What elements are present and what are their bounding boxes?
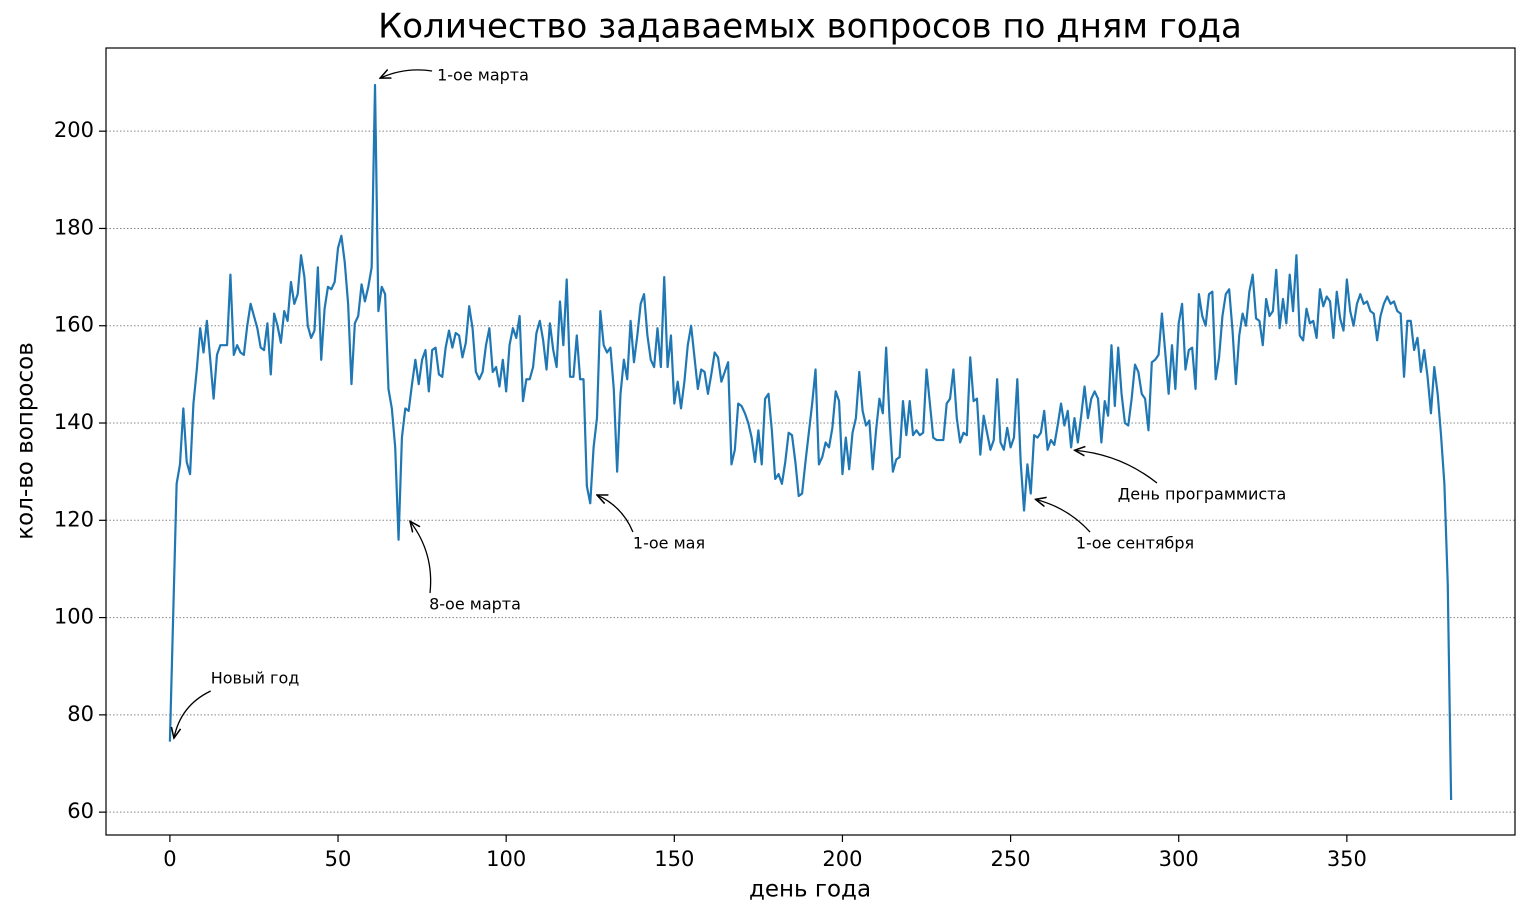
x-tick-label: 50: [325, 847, 352, 871]
annotation-text: 1-ое сентября: [1076, 534, 1194, 553]
annotation-arrow: [410, 521, 432, 594]
x-tick-label: 200: [822, 847, 862, 871]
y-tick-label: 60: [67, 799, 94, 823]
data-line: [168, 83, 1453, 800]
annotation-text: День программиста: [1118, 485, 1287, 504]
y-tick-label: 180: [54, 215, 94, 239]
annotation-arrow: [1074, 450, 1158, 484]
annotation-arrow: [597, 495, 634, 533]
x-tick-label: 250: [991, 847, 1031, 871]
y-tick-label: 120: [54, 507, 94, 531]
chart-title: Количество задаваемых вопросов по дням г…: [378, 7, 1242, 47]
annotation-arrow: [174, 690, 211, 738]
y-tick-label: 80: [67, 702, 94, 726]
plot-frame: [105, 47, 1516, 836]
y-tick-label: 140: [54, 410, 94, 434]
y-tick-label: 200: [54, 118, 94, 142]
annotation-text: 1-ое марта: [437, 66, 529, 85]
annotation-text: 1-ое мая: [633, 534, 705, 553]
annotation-arrow: [380, 70, 433, 78]
x-tick-label: 0: [163, 847, 176, 871]
y-tick-label: 100: [54, 605, 94, 629]
x-tick-label: 150: [654, 847, 694, 871]
x-axis-label: день года: [749, 877, 871, 903]
y-tick-label: 160: [54, 313, 94, 337]
x-tick-label: 300: [1159, 847, 1199, 871]
y-axis-label: кол-во вопросов: [13, 342, 39, 540]
x-tick-label: 350: [1327, 847, 1367, 871]
x-tick-label: 100: [486, 847, 526, 871]
annotation-arrow: [1035, 499, 1091, 533]
annotation-text: 8-ое марта: [429, 595, 521, 614]
annotation-text: Новый год: [211, 669, 300, 688]
